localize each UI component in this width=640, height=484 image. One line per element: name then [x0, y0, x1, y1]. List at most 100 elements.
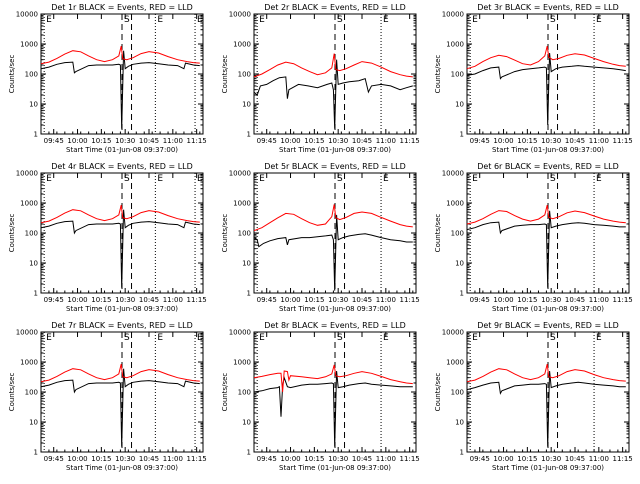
x-tick-label: 10:45	[139, 296, 159, 304]
chart-title: Det 7r BLACK = Events, RED = LLD	[51, 321, 193, 330]
y-axis-label: Counts/sec	[434, 55, 442, 94]
x-tick-label: 10:45	[352, 137, 372, 145]
y-tick-label: 1000	[20, 359, 38, 367]
y-axis-label: Counts/sec	[8, 55, 16, 94]
y-tick-label: 10000	[16, 329, 38, 337]
chart-title: Det 6r BLACK = Events, RED = LLD	[477, 162, 619, 171]
marker-label: E	[383, 333, 389, 343]
y-tick-label: 10000	[442, 329, 464, 337]
x-tick-label: 11:00	[163, 296, 183, 304]
chart-panel-1: Det 1r BLACK = Events, RED = LLD 1 10 100 10…	[8, 3, 207, 154]
x-tick-label: 10:30	[328, 455, 348, 463]
y-tick-label: 100	[238, 389, 251, 397]
y-tick-label: 1	[34, 449, 38, 457]
black-series-line	[253, 370, 413, 447]
marker-label: E	[259, 174, 265, 184]
x-axis-label: Start Time (01-Jun-08 09:37:00)	[492, 305, 604, 313]
y-tick-label: 1000	[233, 359, 251, 367]
red-series-line	[466, 45, 626, 70]
chart-panel-9: Det 9r BLACK = Events, RED = LLD 1 10 100 10…	[434, 321, 633, 472]
x-tick-label: 10:15	[304, 455, 324, 463]
chart-panel-4: Det 4r BLACK = Events, RED = LLD 1 10 100 10…	[8, 162, 207, 313]
x-tick-label: 10:45	[352, 296, 372, 304]
x-tick-label: 10:00	[67, 137, 87, 145]
x-tick-label: 11:15	[613, 455, 633, 463]
marker-label: S	[124, 15, 130, 25]
x-tick-label: 10:45	[565, 455, 585, 463]
x-tick-label: 09:45	[470, 137, 490, 145]
x-tick-label: 09:45	[257, 455, 277, 463]
x-tick-label: 11:15	[187, 455, 207, 463]
y-tick-label: 1	[460, 290, 464, 298]
red-series-line	[40, 363, 200, 383]
marker-label: E	[157, 174, 163, 184]
y-axis-label: Counts/sec	[434, 373, 442, 412]
x-tick-label: 10:45	[565, 137, 585, 145]
x-tick-label: 10:30	[115, 137, 135, 145]
y-axis-label: Counts/sec	[221, 55, 229, 94]
y-tick-label: 1000	[446, 200, 464, 208]
marker-label: E	[197, 174, 203, 184]
x-axis-label: Start Time (01-Jun-08 09:37:00)	[279, 305, 391, 313]
black-series-line	[466, 370, 626, 447]
y-tick-label: 10	[455, 419, 464, 427]
marker-label: S	[550, 174, 556, 184]
y-tick-label: 100	[238, 230, 251, 238]
chart-panel-7: Det 7r BLACK = Events, RED = LLD 1 10 100 10…	[8, 321, 207, 472]
chart-title: Det 4r BLACK = Events, RED = LLD	[51, 162, 193, 171]
x-tick-label: 11:00	[589, 296, 609, 304]
x-tick-label: 10:00	[280, 455, 300, 463]
marker-label: E	[259, 15, 265, 25]
x-axis-label: Start Time (01-Jun-08 09:37:00)	[66, 464, 178, 472]
marker-label: E	[157, 15, 163, 25]
y-tick-label: 1000	[233, 200, 251, 208]
y-tick-label: 1000	[20, 200, 38, 208]
y-tick-label: 10000	[442, 170, 464, 178]
y-tick-label: 100	[25, 230, 38, 238]
black-series-line	[253, 59, 413, 129]
x-tick-label: 10:15	[304, 137, 324, 145]
marker-label: E	[259, 333, 265, 343]
x-tick-label: 10:00	[493, 296, 513, 304]
x-tick-label: 10:30	[328, 296, 348, 304]
x-tick-label: 10:15	[517, 296, 537, 304]
x-tick-label: 10:15	[304, 296, 324, 304]
red-series-line	[253, 364, 413, 393]
marker-label: E	[383, 15, 389, 25]
x-tick-label: 11:00	[376, 296, 396, 304]
marker-label: E	[596, 174, 602, 184]
black-series-line	[466, 52, 626, 126]
marker-label: S	[550, 333, 556, 343]
y-tick-label: 10	[242, 101, 251, 109]
y-tick-label: 10	[242, 419, 251, 427]
x-tick-label: 09:45	[257, 296, 277, 304]
x-tick-label: 11:00	[376, 137, 396, 145]
x-tick-label: 09:45	[44, 296, 64, 304]
x-tick-label: 10:15	[517, 455, 537, 463]
y-tick-label: 1	[34, 290, 38, 298]
chart-title: Det 2r BLACK = Events, RED = LLD	[264, 3, 406, 12]
chart-title: Det 9r BLACK = Events, RED = LLD	[477, 321, 619, 330]
x-tick-label: 10:30	[541, 137, 561, 145]
x-tick-label: 10:00	[67, 455, 87, 463]
x-tick-label: 10:00	[280, 137, 300, 145]
y-tick-label: 1	[247, 131, 251, 139]
red-series-line	[40, 204, 200, 224]
x-tick-label: 10:00	[67, 296, 87, 304]
marker-label: E	[472, 174, 478, 184]
x-tick-label: 11:00	[589, 455, 609, 463]
x-tick-label: 10:00	[493, 137, 513, 145]
y-tick-label: 10000	[229, 11, 251, 19]
y-tick-label: 1000	[446, 359, 464, 367]
marker-label: E	[383, 174, 389, 184]
marker-label: S	[124, 174, 130, 184]
x-tick-label: 11:15	[400, 296, 420, 304]
y-tick-label: 100	[451, 230, 464, 238]
y-tick-label: 10000	[229, 329, 251, 337]
x-tick-label: 10:45	[139, 455, 159, 463]
x-axis-label: Start Time (01-Jun-08 09:37:00)	[279, 464, 391, 472]
marker-label: E	[472, 333, 478, 343]
x-tick-label: 10:00	[493, 455, 513, 463]
